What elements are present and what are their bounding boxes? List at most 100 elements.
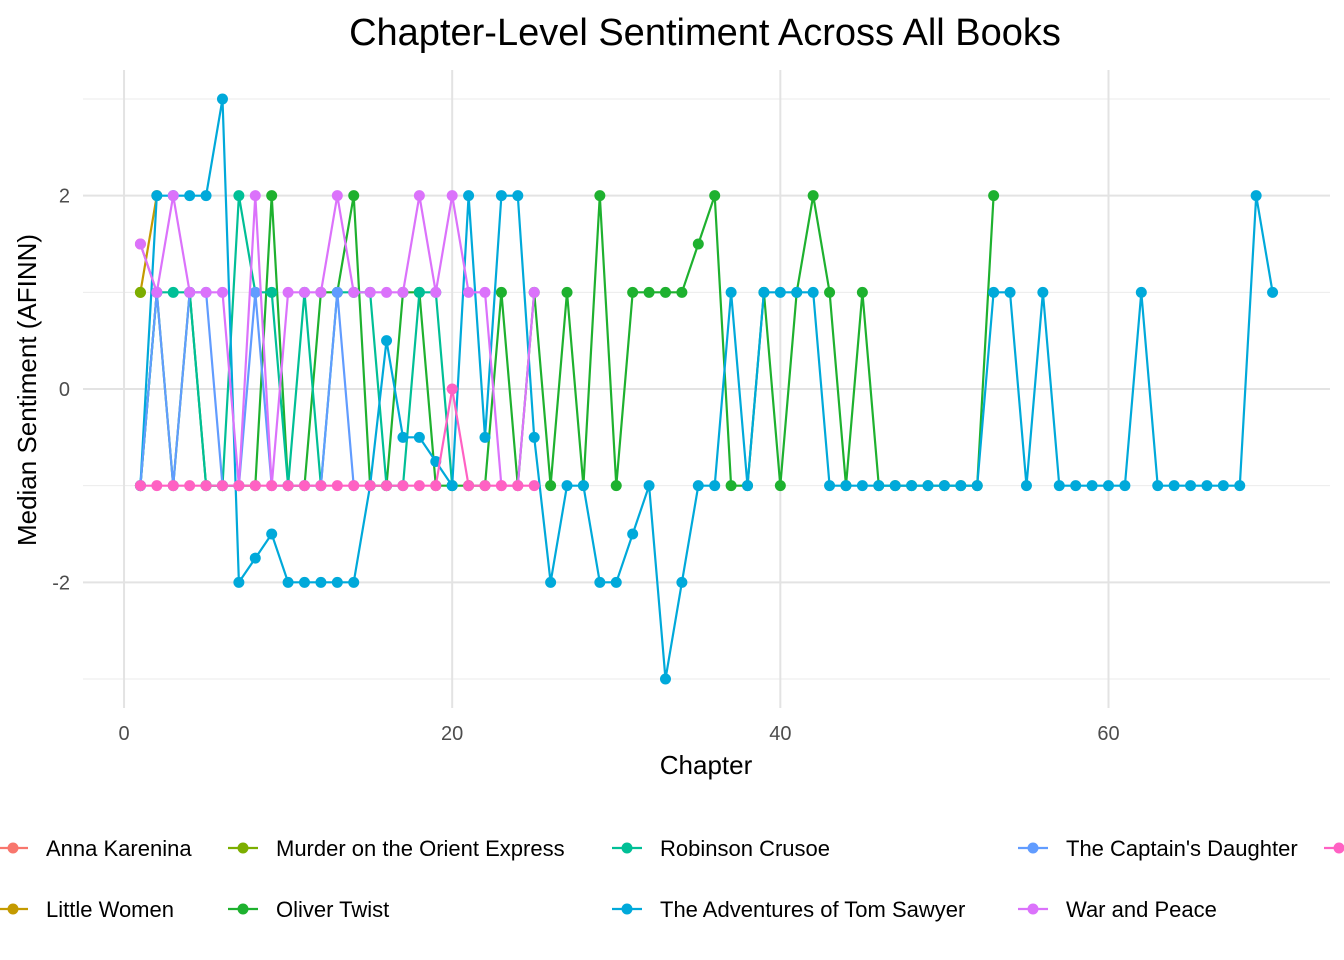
data-point <box>463 480 475 492</box>
data-point <box>971 480 983 492</box>
data-point <box>381 286 393 298</box>
data-point <box>134 238 146 250</box>
data-point <box>446 480 458 492</box>
data-point <box>446 190 458 202</box>
data-point <box>627 528 639 540</box>
data-point <box>266 528 278 540</box>
data-point <box>249 552 261 564</box>
legend-item-war-and-peace: War and Peace <box>1018 897 1217 922</box>
chart-title: Chapter-Level Sentiment Across All Books <box>349 12 1061 54</box>
data-point <box>167 480 179 492</box>
legend-key-point <box>237 903 249 915</box>
legend-key-point <box>7 903 19 915</box>
legend-label: The Captain's Daughter <box>1066 836 1298 861</box>
data-point <box>315 576 327 588</box>
data-point <box>282 286 294 298</box>
legend-key-point <box>621 842 633 854</box>
series-murder-on-the-orient-express <box>134 286 146 298</box>
legend-label: Anna Karenina <box>46 836 192 861</box>
data-point <box>463 286 475 298</box>
data-point <box>906 480 918 492</box>
data-point <box>1135 286 1147 298</box>
data-point <box>184 286 196 298</box>
series-the-adventures-of-tom-sawyer <box>134 93 1279 685</box>
data-point <box>594 190 606 202</box>
data-point <box>134 480 146 492</box>
data-point <box>413 286 425 298</box>
legend-item-the-adventures-of-tom-sawyer: The Adventures of Tom Sawyer <box>612 897 965 922</box>
data-point <box>282 480 294 492</box>
data-point <box>1037 286 1049 298</box>
data-point <box>479 431 491 443</box>
data-point <box>184 190 196 202</box>
data-point <box>397 480 409 492</box>
data-point <box>381 335 393 347</box>
data-point <box>824 286 836 298</box>
data-point <box>216 93 228 105</box>
data-point <box>1119 480 1131 492</box>
series-line <box>139 97 1274 681</box>
data-point <box>151 190 163 202</box>
data-point <box>479 286 491 298</box>
data-point <box>528 286 540 298</box>
legend-key-point <box>237 842 249 854</box>
legend-key-point <box>1333 842 1344 854</box>
data-point <box>216 286 228 298</box>
legend-label: War and Peace <box>1066 897 1217 922</box>
data-point <box>1070 480 1082 492</box>
data-point <box>610 480 622 492</box>
data-point <box>430 480 442 492</box>
legend-item-unnamed <box>1324 842 1344 854</box>
legend-item-murder-on-the-orient-express: Murder on the Orient Express <box>228 836 565 861</box>
data-point <box>381 480 393 492</box>
y-tick-label: 2 <box>59 186 70 208</box>
data-point <box>315 480 327 492</box>
legend-key-point <box>621 903 633 915</box>
data-point <box>495 286 507 298</box>
data-point <box>807 190 819 202</box>
legend-label: Little Women <box>46 897 174 922</box>
data-point <box>249 286 261 298</box>
x-axis-title: Chapter <box>660 750 753 780</box>
data-point <box>774 480 786 492</box>
data-point <box>807 286 819 298</box>
data-point <box>266 190 278 202</box>
data-point <box>709 190 721 202</box>
data-point <box>938 480 950 492</box>
legend-item-the-captain-s-daughter: The Captain's Daughter <box>1018 836 1298 861</box>
data-point <box>528 480 540 492</box>
data-point <box>758 286 770 298</box>
data-point <box>233 480 245 492</box>
data-point <box>348 480 360 492</box>
data-point <box>676 286 688 298</box>
data-point <box>200 286 212 298</box>
series-lines <box>134 93 1279 685</box>
data-point <box>512 480 524 492</box>
data-point <box>692 238 704 250</box>
data-point <box>200 190 212 202</box>
legend: Anna Karenina Murder on the Orient Expres… <box>0 836 1344 922</box>
data-point <box>1185 480 1197 492</box>
data-point <box>348 576 360 588</box>
data-point <box>184 480 196 492</box>
legend-label: Murder on the Orient Express <box>276 836 565 861</box>
data-point <box>413 431 425 443</box>
data-point <box>299 576 311 588</box>
legend-key-point <box>1027 903 1039 915</box>
data-point <box>1234 480 1246 492</box>
data-point <box>627 286 639 298</box>
data-point <box>446 383 458 395</box>
data-point <box>1053 480 1065 492</box>
data-point <box>299 286 311 298</box>
x-tick-label: 20 <box>441 723 463 745</box>
data-point <box>561 286 573 298</box>
x-tick-label: 60 <box>1097 723 1119 745</box>
axis-ticks: 0 20 40 60 -2 0 2 <box>52 186 1119 745</box>
data-point <box>233 190 245 202</box>
data-point <box>151 480 163 492</box>
data-point <box>249 190 261 202</box>
data-point <box>364 286 376 298</box>
data-point <box>200 480 212 492</box>
data-point <box>545 480 557 492</box>
